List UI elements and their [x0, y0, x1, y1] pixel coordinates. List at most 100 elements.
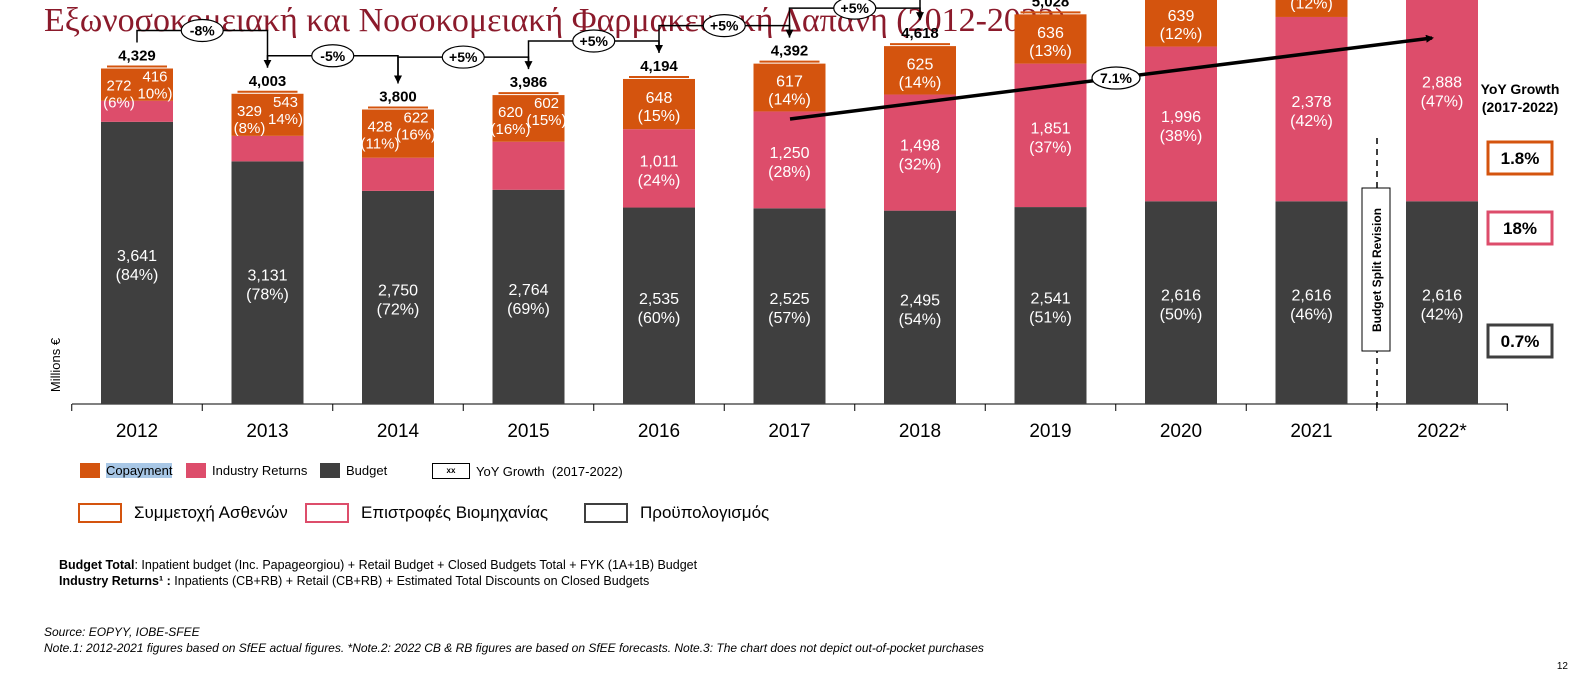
bar-segment-industry-returns — [753, 111, 826, 209]
data-label-industry-returns-share: (24%) — [638, 172, 681, 189]
bar-segment-industry-returns — [362, 157, 434, 191]
footnote-line: Note.1: 2012-2021 figures based on SfEE … — [44, 641, 984, 655]
data-label-copayment-share: (12%) — [1160, 26, 1203, 43]
data-label-copayment-share: (16%) — [396, 127, 436, 144]
greek-legend-label-copayment: Συμμετοχή Ασθενών — [134, 503, 288, 522]
growth-label: +5% — [710, 18, 739, 34]
data-label-budget: 2,535 — [639, 291, 679, 308]
greek-legend-label-budget: Προϋπολογισμός — [640, 503, 770, 522]
x-tick-label: 2021 — [1290, 421, 1332, 442]
data-label-copayment-share: 14%) — [268, 111, 303, 128]
bar-segment-budget — [1145, 201, 1217, 404]
yoy-growth-period: (2017-2022) — [1482, 99, 1558, 115]
data-label-industry-returns-share: (37%) — [1029, 139, 1072, 156]
data-label-copayment-share: (12%) — [1290, 0, 1333, 12]
data-label-industry-returns: 2,888 — [1422, 74, 1462, 91]
data-label-budget: 2,616 — [1291, 288, 1331, 305]
x-tick-label: 2016 — [638, 421, 680, 442]
data-label-copayment: 636 — [1037, 25, 1064, 42]
growth-bubble — [311, 44, 355, 68]
greek-legend-item-copayment: Συμμετοχή Ασθενών — [78, 503, 288, 523]
data-label-industry-returns: 329 — [237, 103, 262, 120]
note-budget-total-text: : Inpatient budget (Inc. Papageorgiou) +… — [134, 558, 698, 572]
data-label-industry-returns-share: (42%) — [1290, 113, 1333, 130]
data-label-budget: 2,495 — [900, 292, 940, 309]
bar-segment-copayment — [1275, 0, 1348, 17]
yoy-growth-box — [1486, 140, 1554, 176]
data-label-copayment-share: (14%) — [899, 74, 942, 91]
greek-legend-label-industry-returns: Επιστροφές Βιομηχανίας — [361, 503, 549, 522]
data-label-industry-returns: 1,011 — [640, 153, 679, 170]
bar-segment-industry-returns — [884, 94, 956, 211]
bar-segment-budget — [753, 208, 826, 404]
bar-segment-budget — [231, 161, 304, 404]
x-tick-label: 2020 — [1160, 421, 1202, 442]
total-label: 3,800 — [379, 89, 417, 106]
growth-label: +5% — [841, 0, 870, 16]
x-tick-label: 2015 — [507, 421, 549, 442]
growth-label: -5% — [320, 48, 345, 64]
bar-segment-budget — [623, 207, 695, 404]
bar-segment-budget — [1406, 201, 1478, 404]
trend-bubble — [1091, 66, 1141, 90]
total-label: 4,329 — [118, 48, 156, 65]
data-label-copayment: 625 — [907, 56, 934, 73]
data-label-industry-returns-share: (6%) — [103, 95, 135, 112]
note-budget-total: Budget Total: Inpatient budget (Inc. Pap… — [59, 557, 697, 573]
data-label-copayment: 639 — [1168, 8, 1195, 25]
yoy-growth-box — [1486, 323, 1554, 359]
source-notes: Source: EOPYY, IOBE-SFEE Note.1: 2012-20… — [44, 624, 984, 656]
growth-label: -8% — [190, 23, 215, 39]
bar-segment-industry-returns — [101, 100, 173, 122]
total-label: 5,028 — [1032, 0, 1070, 10]
legend-swatch-industry-returns — [186, 463, 206, 478]
data-label-industry-returns-share: (16%) — [490, 121, 530, 138]
y-axis-label: Millions € — [48, 337, 63, 392]
data-label-budget-share: (69%) — [507, 301, 550, 318]
legend-item-yoy-growth: xx YoY Growth (2017-2022) — [432, 463, 623, 479]
data-label-budget: 2,541 — [1030, 291, 1070, 308]
data-label-industry-returns: 1,996 — [1161, 109, 1201, 126]
legend-label-budget: Budget — [346, 463, 388, 478]
data-label-budget-share: (60%) — [638, 310, 681, 327]
bar-segment-budget — [362, 190, 434, 404]
growth-bubble — [833, 0, 877, 20]
data-label-budget: 2,616 — [1161, 288, 1201, 305]
data-label-budget: 3,131 — [247, 268, 287, 285]
trend-label: 7.1% — [1100, 70, 1132, 86]
greek-legend-item-industry-returns: Επιστροφές Βιομηχανίας — [305, 503, 548, 523]
greek-legend-box-copayment — [78, 503, 122, 523]
yoy-growth-value: 0.7% — [1501, 332, 1540, 351]
total-label: 4,194 — [640, 58, 678, 75]
data-label-copayment-share: (15%) — [526, 112, 566, 129]
legend-label-industry-returns: Industry Returns — [212, 463, 308, 478]
legend-item-industry-returns: Industry Returns — [186, 463, 307, 478]
x-tick-label: 2017 — [768, 421, 810, 442]
data-label-copayment: 617 — [776, 74, 803, 91]
bar-segment-industry-returns — [1406, 0, 1478, 202]
stacked-bar-chart: 2012 2013 2014 2015 2016 2017 2018 2019 2020 2021… — [48, 0, 1559, 442]
data-label-budget-share: (42%) — [1421, 307, 1464, 324]
note-industry-returns-label: Industry Returns¹ : — [59, 574, 171, 588]
data-label-copayment: 416 — [142, 69, 167, 86]
growth-bubble — [572, 29, 616, 53]
bar-segment-copayment — [231, 93, 304, 136]
definitions-notes: Budget Total: Inpatient budget (Inc. Pap… — [59, 557, 697, 589]
data-label-copayment-share: 10%) — [137, 86, 172, 103]
bar-segment-copayment — [492, 95, 565, 142]
legend-label-copayment: Copayment — [106, 463, 173, 478]
bar-segment-industry-returns — [492, 141, 565, 190]
data-label-industry-returns: 2,378 — [1291, 94, 1331, 111]
x-tick-label: 2022* — [1417, 421, 1467, 442]
note-budget-total-label: Budget Total — [59, 558, 135, 572]
bar-segment-copayment — [884, 46, 956, 95]
x-tick-label: 2013 — [246, 421, 288, 442]
source-line: Source: EOPYY, IOBE-SFEE — [44, 625, 200, 639]
data-label-industry-returns: 428 — [367, 119, 392, 136]
data-label-budget-share: (51%) — [1029, 310, 1072, 327]
data-label-industry-returns: 1,250 — [769, 145, 809, 162]
data-label-budget: 2,525 — [769, 291, 809, 308]
note-industry-returns: Industry Returns¹ : Inpatients (CB+RB) +… — [59, 573, 697, 589]
data-label-copayment: 622 — [403, 110, 428, 127]
data-label-copayment-share: (13%) — [1029, 43, 1072, 60]
